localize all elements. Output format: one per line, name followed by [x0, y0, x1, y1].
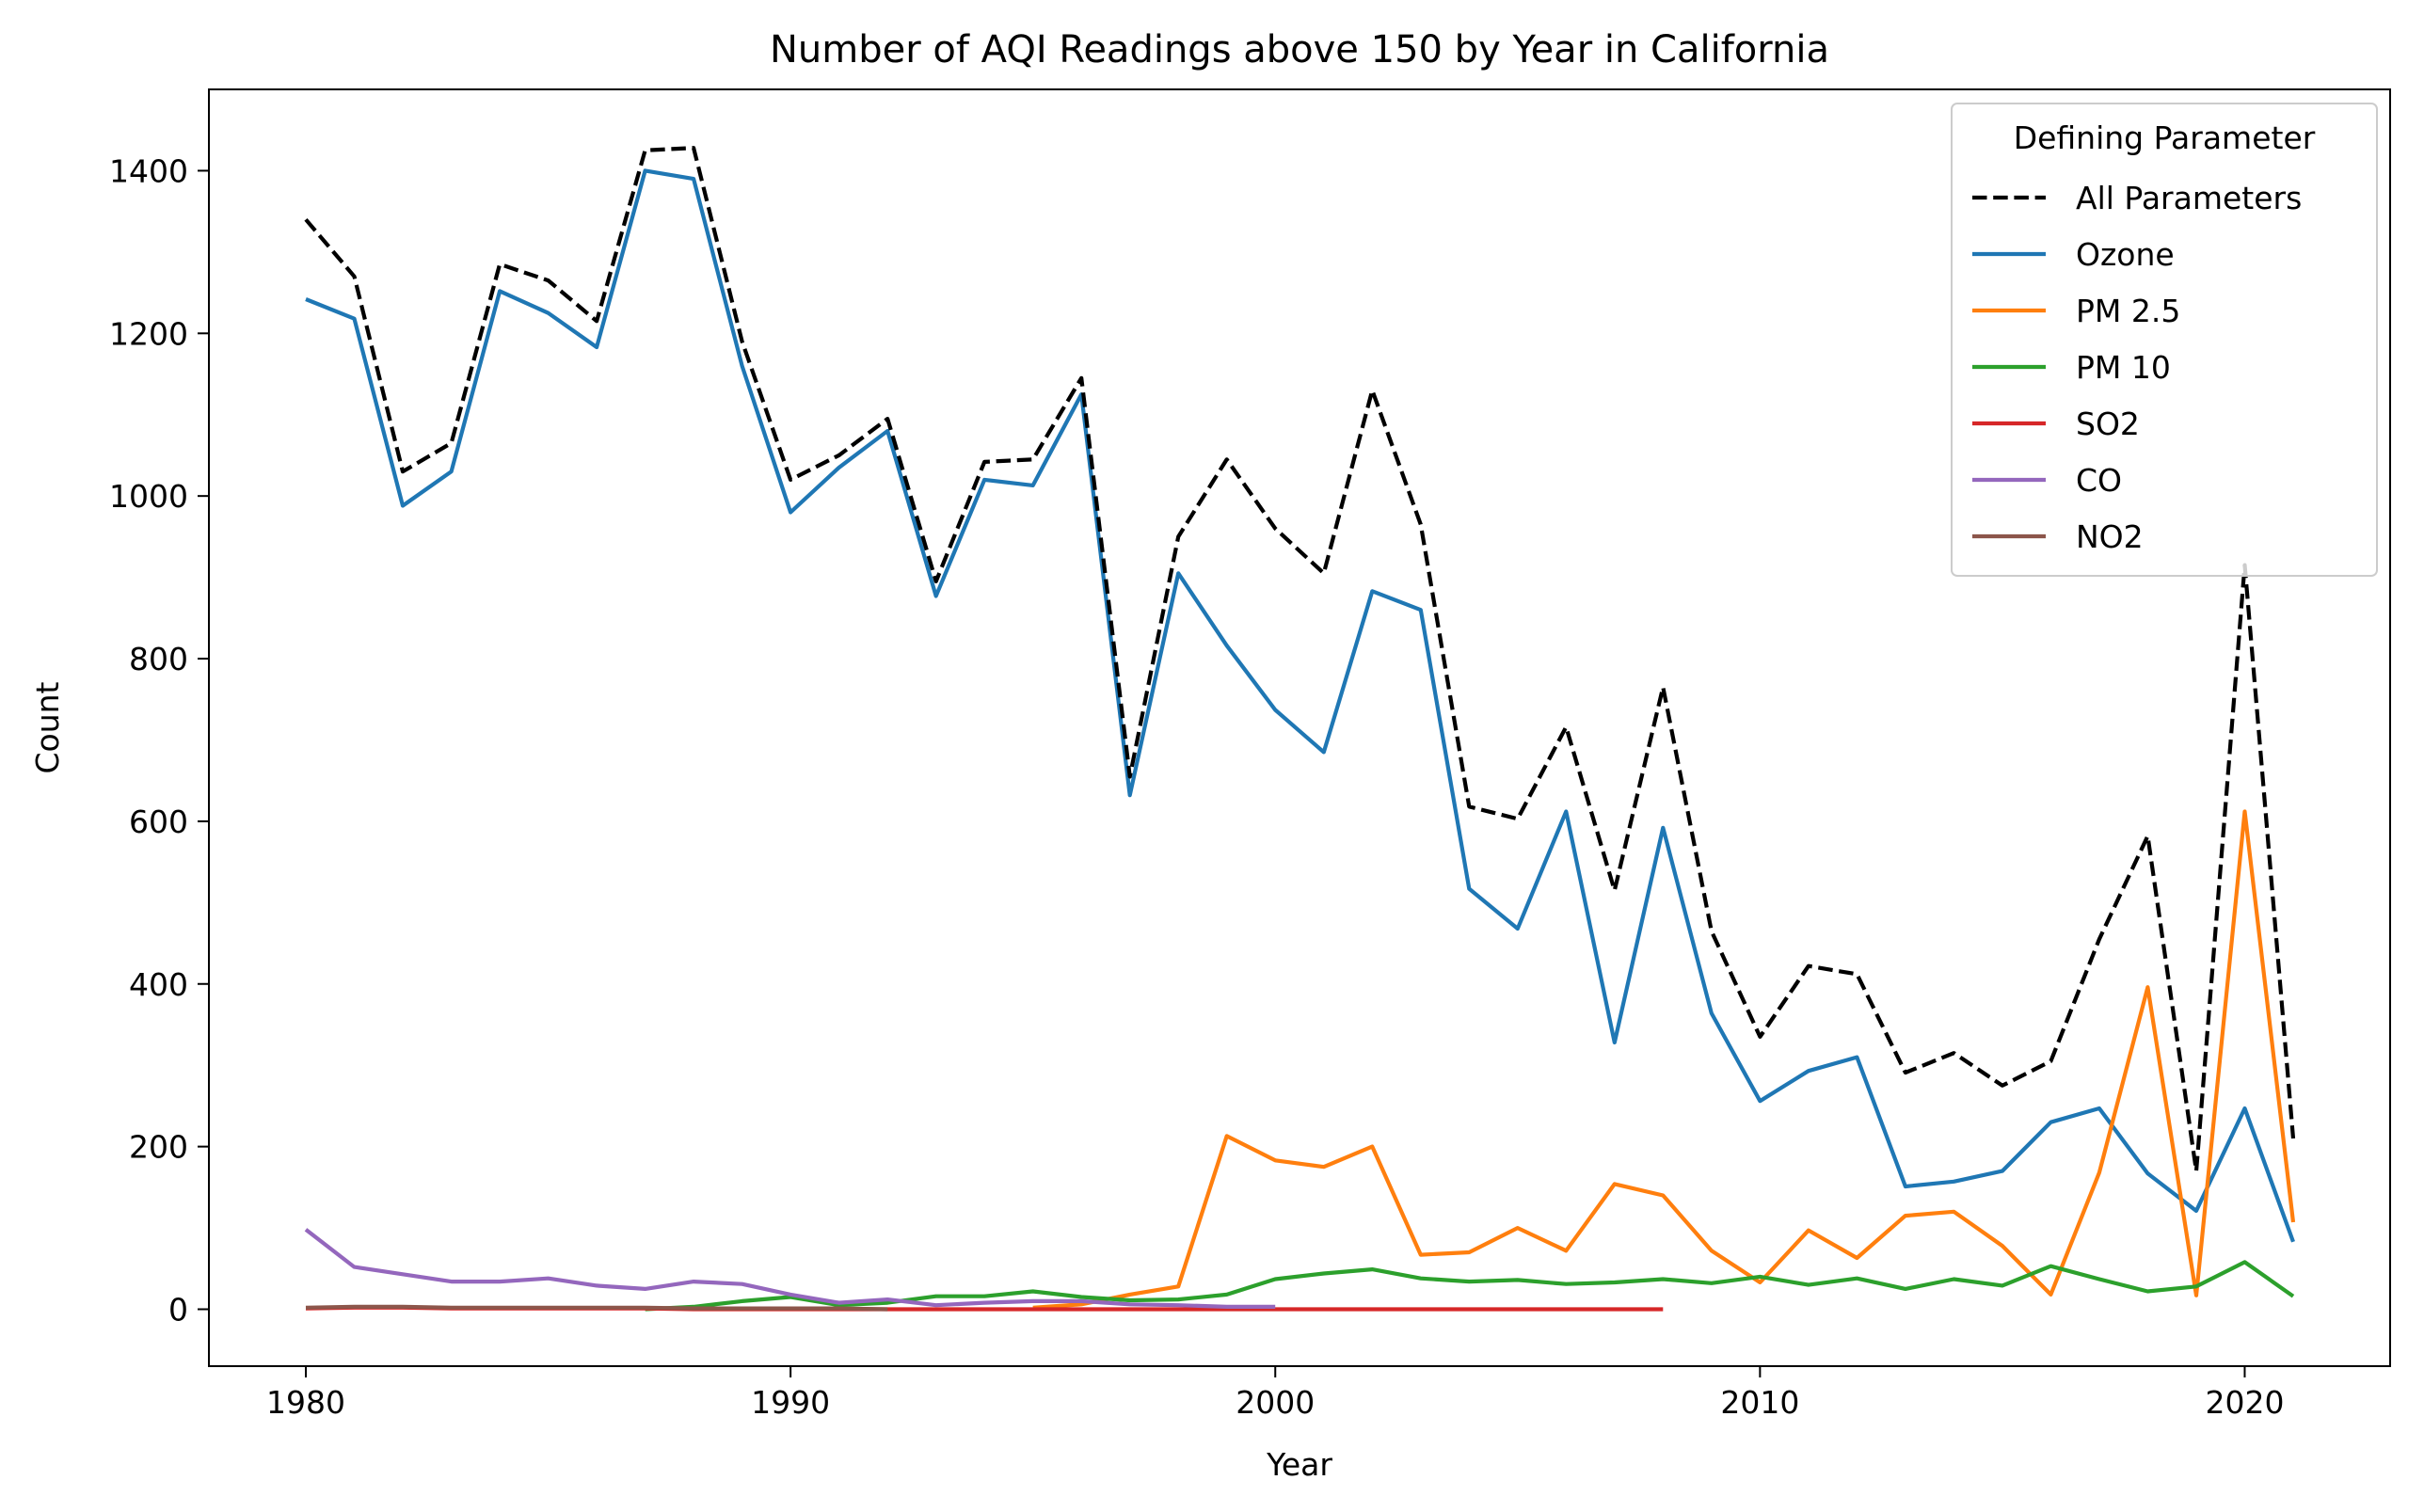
series-line-pm-10: [645, 1260, 2295, 1312]
legend: Defining Parameter All Parameters Ozone PM…: [1951, 103, 2378, 577]
series-line-no2: [305, 1304, 888, 1312]
chart-title: Number of AQI Readings above 150 by Year…: [770, 28, 1829, 72]
plot-frame: [208, 88, 2391, 1367]
legend-items: All Parameters Ozone PM 2.5 PM 10 SO2 CO NO2: [1972, 180, 2302, 555]
legend-box: [1951, 103, 2378, 577]
legend-title: Defining Parameter: [2014, 119, 2316, 156]
legend-item-ozone: Ozone: [1972, 236, 2175, 273]
x-tick-label: 2000: [1236, 1384, 1315, 1421]
x-tick-label: 1990: [751, 1384, 830, 1421]
x-tick-label: 2020: [2205, 1384, 2284, 1421]
y-axis: 0 200 400 600 800 1000 1200 1400: [109, 152, 209, 1328]
y-tick-label: 800: [129, 641, 188, 677]
legend-label: Ozone: [2076, 236, 2175, 273]
series-line-all-parameters: [304, 146, 2296, 1173]
legend-label: All Parameters: [2076, 180, 2302, 216]
legend-item-all-parameters: All Parameters: [1972, 180, 2302, 216]
y-tick-label: 200: [129, 1129, 188, 1166]
legend-item-no2: NO2: [1972, 518, 2144, 555]
legend-item-co: CO: [1972, 462, 2122, 499]
x-axis-label: Year: [1266, 1446, 1332, 1483]
legend-label: PM 2.5: [2076, 293, 2180, 329]
legend-label: CO: [2076, 462, 2122, 499]
legend-label: SO2: [2076, 406, 2140, 442]
legend-item-so2: SO2: [1972, 406, 2140, 442]
legend-item-pm-10: PM 10: [1972, 349, 2171, 386]
legend-label: PM 10: [2076, 349, 2171, 386]
legend-item-pm-2-5: PM 2.5: [1972, 293, 2180, 329]
y-tick-label: 1400: [109, 152, 188, 189]
y-tick-label: 1000: [109, 478, 188, 515]
x-tick-label: 2010: [1720, 1384, 1799, 1421]
series-line-ozone: [305, 168, 2295, 1243]
x-tick-label: 1980: [266, 1384, 345, 1421]
y-tick-label: 400: [129, 966, 188, 1003]
series-line-pm-2-5: [1032, 809, 2296, 1310]
plot-series-group: [304, 146, 2296, 1312]
legend-label: NO2: [2076, 518, 2144, 555]
y-tick-label: 0: [168, 1291, 188, 1328]
y-axis-label: Count: [29, 681, 66, 773]
y-tick-label: 1200: [109, 315, 188, 352]
series-line-co: [304, 1228, 1276, 1310]
y-tick-label: 600: [129, 804, 188, 840]
x-axis: 1980 1990 2000 2010 2020: [266, 1366, 2284, 1421]
